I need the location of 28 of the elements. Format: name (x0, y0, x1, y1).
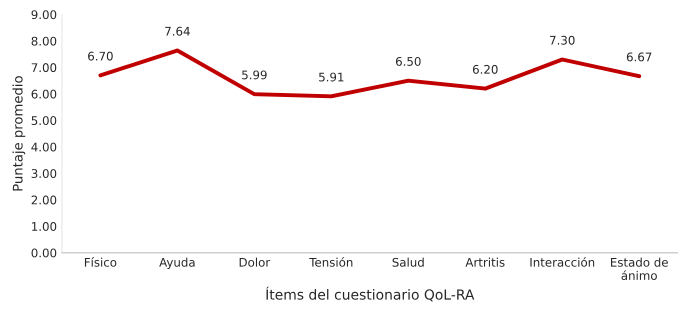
data-label: 6.20 (472, 64, 498, 74)
y-tick-label: 7.00 (32, 63, 56, 72)
x-tick-label: Dolor (240, 258, 270, 267)
y-tick-label: 4.00 (31, 142, 56, 152)
data-label: 6.50 (396, 56, 421, 66)
data-label: 6.70 (88, 52, 113, 61)
y-tick-label: 3.00 (32, 169, 56, 178)
y-tick-label: 2.00 (32, 196, 56, 204)
y-tick-label: 8.00 (32, 36, 56, 46)
x-tick-label: Salud (392, 258, 424, 267)
data-label: 5.91 (319, 72, 344, 82)
x-tick-label: Físico (84, 257, 116, 267)
y-axis-title: Puntaje promedio (12, 76, 26, 191)
x-tick-label: Interacción (530, 257, 594, 267)
data-label: 6.67 (626, 52, 652, 62)
y-tick-label: 1.00 (32, 222, 56, 231)
x-axis-title: Ítems del cuestionario QoL-RA (266, 286, 474, 302)
y-tick-label: 9.00 (32, 10, 56, 20)
y-tick-label: 5.00 (32, 116, 56, 126)
y-tick-label: 0.00 (32, 248, 56, 258)
data-label: 5.99 (242, 70, 267, 80)
data-label: 7.30 (550, 36, 575, 45)
x-tick-label: Estado de ánimo (611, 258, 668, 280)
data-label: 7.64 (165, 26, 190, 36)
y-tick-label: 6.00 (32, 90, 56, 99)
x-tick-label: Artritis (465, 258, 505, 267)
x-tick-label: Ayuda (159, 258, 195, 270)
x-tick-label: Tensión (309, 257, 352, 267)
